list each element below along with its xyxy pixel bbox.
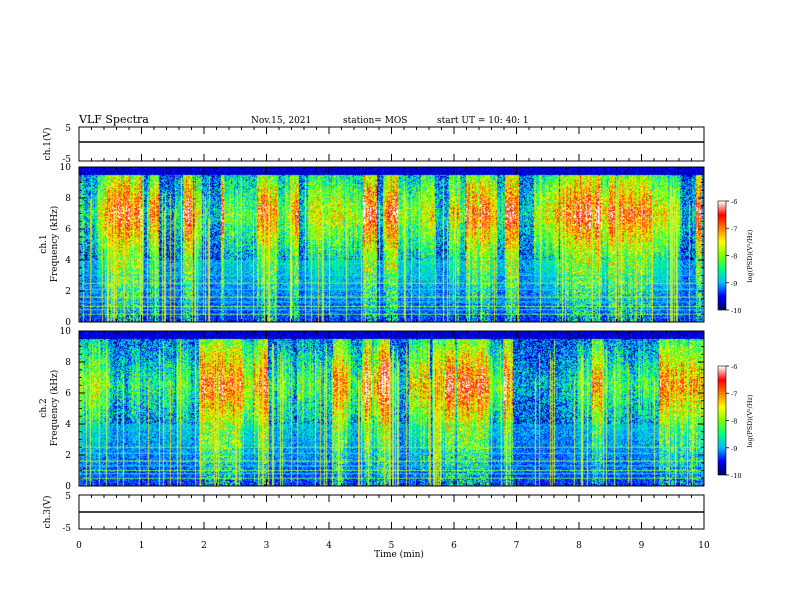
frequency-tick-label: 0 — [65, 318, 71, 328]
ch1-spectrogram-panel: 0 2 4 6 8 10 ch.1 Frequency (kHz) — [39, 163, 705, 328]
ch2-colorbar-label: log(PSD)(V²/Hz) — [746, 394, 754, 447]
frequency-tick-label: 10 — [60, 327, 72, 337]
time-tick-label: 2 — [201, 541, 207, 551]
time-tick-label: 3 — [264, 541, 270, 551]
colorbar-tick-label: -8 — [731, 253, 737, 261]
time-axis-label: Time (min) — [374, 549, 424, 560]
ch1-colorbar: -6 -7 -8 -9 -10 log(PSD)(V²/Hz) — [717, 198, 754, 315]
figure-title: VLF Spectra — [78, 113, 149, 126]
ch1-colorbar-ticks: -6 -7 -8 -9 -10 — [726, 198, 741, 315]
ch1-ytick-top: 5 — [65, 124, 71, 134]
colorbar-tick-label: -10 — [731, 307, 741, 315]
ch2-spectrogram-panel: 0 2 4 6 8 10 ch.2 Frequency (kHz) — [39, 327, 705, 492]
ch2-spectrogram-yticks: 0 2 4 6 8 10 — [60, 327, 704, 492]
ch2-colorbar: -6 -7 -8 -9 -10 log(PSD)(V²/Hz) — [717, 363, 754, 480]
ch2-spectrogram-ylabel-channel: ch.2 — [39, 398, 49, 417]
time-tick-label: 7 — [514, 541, 520, 551]
ch2-spectrogram-heatmap — [79, 331, 704, 486]
ch1-colorbar-gradient — [718, 201, 726, 310]
time-tick-label: 10 — [698, 541, 710, 551]
station-label: station= MOS — [343, 116, 407, 126]
colorbar-tick-label: -10 — [731, 472, 741, 480]
ch3-waveform-ylabel: ch.3(V) — [42, 496, 53, 529]
colorbar-tick-label: -8 — [731, 418, 737, 426]
colorbar-tick-label: -7 — [731, 390, 737, 398]
colorbar-tick-label: -7 — [731, 225, 737, 233]
frequency-tick-label: 0 — [65, 482, 71, 492]
ch3-ytick-top: 5 — [65, 492, 71, 502]
time-tick-label: 0 — [76, 541, 82, 551]
frequency-tick-label: 10 — [60, 163, 72, 173]
ch2-colorbar-ticks: -6 -7 -8 -9 -10 — [726, 363, 741, 480]
start-time-label: start UT = 10: 40: 1 — [437, 116, 529, 126]
ch2-spectrogram-ylabel-frequency: Frequency (kHz) — [49, 370, 60, 447]
colorbar-tick-label: -9 — [731, 445, 737, 453]
frequency-tick-label: 2 — [65, 451, 71, 461]
ch3-ytick-bottom: -5 — [62, 524, 71, 534]
colorbar-tick-label: -6 — [731, 363, 737, 371]
frequency-tick-label: 6 — [65, 389, 71, 399]
frequency-tick-label: 4 — [65, 256, 71, 266]
date-label: Nov.15, 2021 — [251, 116, 311, 126]
ch1-waveform-ylabel: ch.1(V) — [42, 128, 53, 161]
ch1-spectrogram-ylabel-channel: ch.1 — [39, 234, 49, 253]
colorbar-tick-label: -9 — [731, 280, 737, 288]
ch1-spectrogram-ylabel-frequency: Frequency (kHz) — [49, 206, 60, 283]
ch2-colorbar-gradient — [718, 366, 726, 475]
colorbar-tick-label: -6 — [731, 198, 737, 206]
time-tick-label: 9 — [639, 541, 645, 551]
frequency-tick-label: 2 — [65, 287, 71, 297]
time-tick-label: 6 — [451, 541, 457, 551]
ch1-spectrogram-heatmap — [79, 167, 704, 322]
frequency-tick-label: 8 — [65, 194, 71, 204]
frequency-tick-label: 8 — [65, 358, 71, 368]
time-tick-label: 4 — [326, 541, 332, 551]
time-tick-label: 5 — [389, 541, 395, 551]
time-axis-ticks — [78, 127, 705, 529]
ch1-ytick-bottom: -5 — [62, 155, 71, 165]
time-tick-label: 8 — [576, 541, 582, 551]
frequency-tick-label: 4 — [65, 420, 71, 430]
ch1-spectrogram-yticks: 0 2 4 6 8 10 — [60, 163, 704, 328]
frequency-tick-label: 6 — [65, 225, 71, 235]
time-tick-label: 1 — [139, 541, 145, 551]
ch1-colorbar-label: log(PSD)(V²/Hz) — [746, 229, 754, 282]
time-axis-tick-labels: 0 1 2 3 4 5 6 7 8 9 10 — [76, 541, 710, 551]
